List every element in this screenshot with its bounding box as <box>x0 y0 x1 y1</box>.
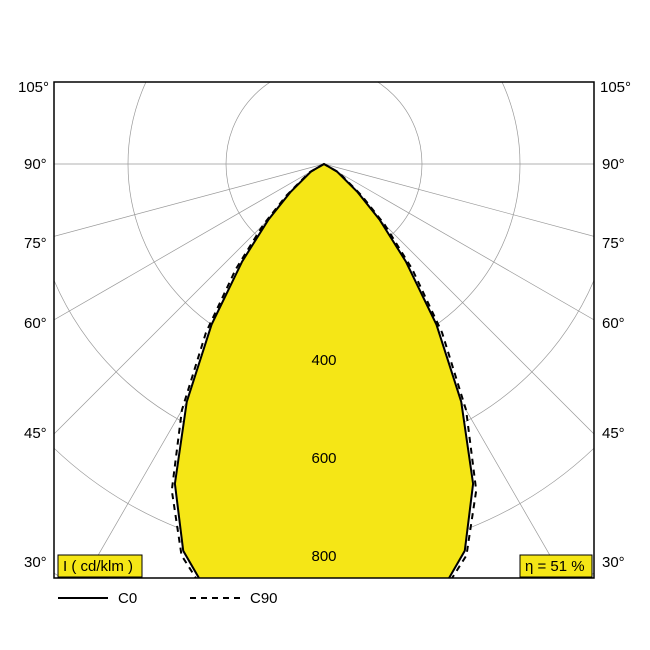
angle-label-left: 105° <box>18 79 49 96</box>
angle-label-left: 30° <box>24 554 47 571</box>
series-c0-fill <box>175 164 473 642</box>
angle-label-right: 105° <box>600 79 631 96</box>
radial-value-label: 400 <box>311 352 336 369</box>
angle-label-right: 75° <box>602 235 625 252</box>
angle-label-left: 45° <box>24 425 47 442</box>
angle-label-left: 90° <box>24 156 47 173</box>
legend-label: C0 <box>118 590 137 607</box>
radial-value-label: 800 <box>311 548 336 565</box>
legend-label: C90 <box>250 590 278 607</box>
angle-label-right: 90° <box>602 156 625 173</box>
angle-label-left: 60° <box>24 315 47 332</box>
angle-label-left: 75° <box>24 235 47 252</box>
polar-chart-svg: 400 600 800 105° 90° 75° 60° 45° 30° 105° 90° 75° 60… <box>0 0 650 650</box>
info-text-right: η = 51 % <box>525 558 585 575</box>
angle-label-right: 60° <box>602 315 625 332</box>
angle-label-right: 45° <box>602 425 625 442</box>
radial-value-label: 600 <box>311 450 336 467</box>
angle-label-right: 30° <box>602 554 625 571</box>
info-text-left: I ( cd/klm ) <box>63 558 133 575</box>
polar-chart-container: 400 600 800 105° 90° 75° 60° 45° 30° 105° 90° 75° 60… <box>0 0 650 650</box>
